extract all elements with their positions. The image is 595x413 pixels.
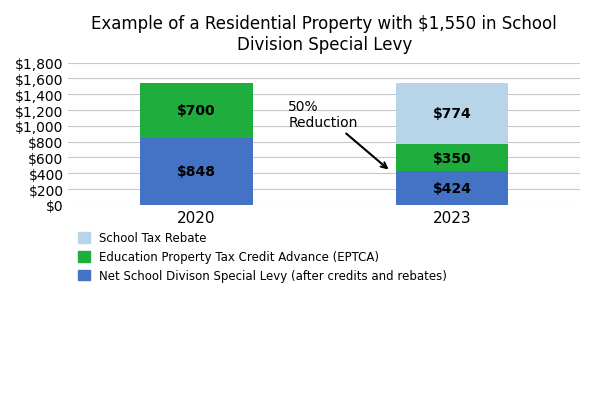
Text: $848: $848 [177,165,216,179]
Bar [396,145,508,172]
Bar [396,83,508,145]
Bar [396,172,508,205]
Text: $424: $424 [433,182,472,196]
Text: $350: $350 [433,151,471,165]
Bar [140,138,252,205]
Text: $774: $774 [433,107,471,121]
Bar [140,83,252,138]
Legend: School Tax Rebate, Education Property Tax Credit Advance (EPTCA), Net School Div: School Tax Rebate, Education Property Ta… [74,228,450,286]
Text: $700: $700 [177,104,215,118]
Text: 50%
Reduction: 50% Reduction [289,100,387,169]
Title: Example of a Residential Property with $1,550 in School
Division Special Levy: Example of a Residential Property with $… [91,15,557,54]
